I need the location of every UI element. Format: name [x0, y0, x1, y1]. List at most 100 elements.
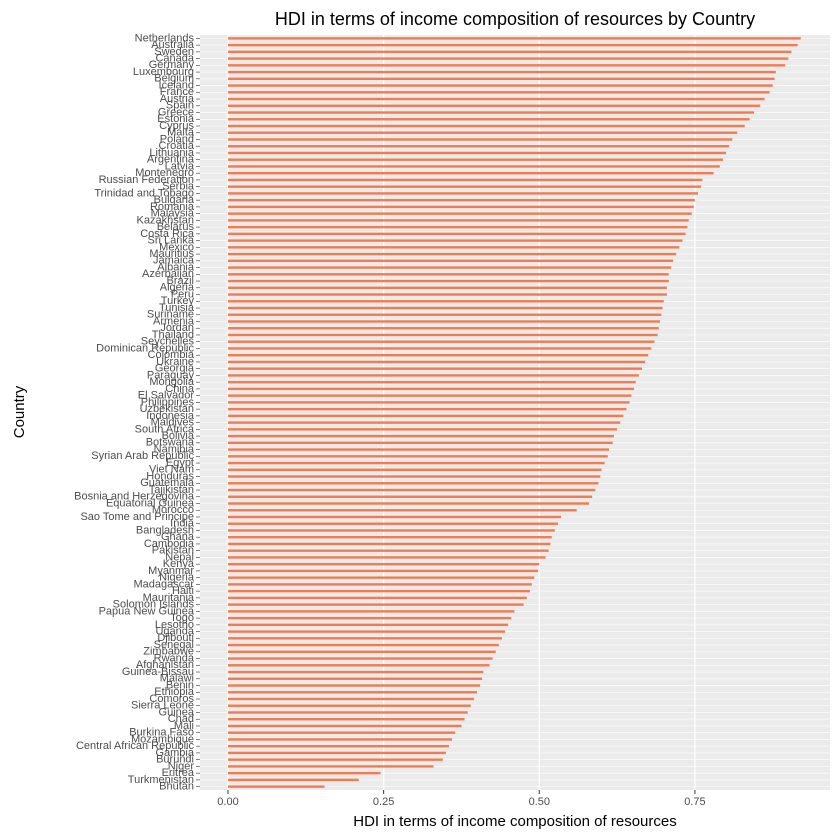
bar	[228, 394, 632, 397]
bar	[228, 124, 745, 128]
y-tick-label: Algeria	[160, 282, 195, 294]
y-tick-label: Bulgaria	[154, 194, 195, 206]
bar	[228, 118, 750, 121]
bar	[228, 333, 658, 337]
bar	[228, 293, 667, 296]
y-tick-label: Equatorial Guinea	[106, 497, 195, 509]
y-tick-label: Belgium	[154, 73, 194, 85]
bar	[228, 475, 601, 478]
y-tick-label: Sri Lanka	[148, 235, 195, 247]
y-tick-label: Croatia	[159, 140, 195, 152]
bar	[228, 650, 496, 654]
bar	[228, 522, 558, 525]
bar	[228, 77, 775, 81]
y-tick-label: Central African Republic	[76, 740, 195, 752]
y-tick-label: Benin	[166, 679, 194, 691]
y-tick-label: Australia	[151, 39, 195, 51]
bar	[228, 225, 688, 229]
y-tick-label: Russian Federation	[99, 174, 194, 186]
y-tick-label: Haiti	[172, 585, 194, 597]
bar	[228, 354, 649, 357]
bar	[228, 502, 590, 505]
x-tick-label: 0.25	[373, 796, 394, 808]
y-tick-label: Cyprus	[159, 120, 194, 132]
bar	[228, 684, 481, 687]
y-tick-label: France	[160, 86, 194, 98]
y-tick-label: Honduras	[146, 470, 194, 482]
y-tick-label: Botswana	[146, 437, 195, 449]
bar	[228, 428, 618, 431]
bar	[228, 738, 453, 741]
panel	[200, 35, 830, 790]
y-tick-label: Mali	[174, 720, 194, 732]
y-tick-label: Romania	[150, 201, 195, 213]
y-tick-label: Jordan	[160, 322, 194, 334]
bar	[228, 205, 694, 209]
bar	[228, 677, 483, 680]
y-tick-label: Burundi	[156, 754, 194, 766]
bar	[228, 306, 663, 310]
y-tick-label: Bolivia	[162, 430, 195, 442]
y-tick-label: India	[170, 518, 195, 530]
y-tick-label: Indonesia	[146, 410, 195, 422]
y-tick-label: Uganda	[155, 625, 194, 637]
y-tick-label: Ethiopia	[154, 686, 195, 698]
y-tick-label: Mexico	[159, 241, 194, 253]
bar	[228, 192, 699, 195]
y-tick-label: Colombia	[148, 349, 195, 361]
bar	[228, 718, 465, 721]
bar	[228, 603, 524, 606]
bar	[228, 724, 462, 728]
bar	[228, 616, 512, 620]
bar	[228, 461, 605, 465]
y-tick-label: South Africa	[135, 423, 195, 435]
y-tick-label: Djibouti	[157, 632, 194, 644]
y-tick-label: Lesotho	[155, 619, 194, 631]
bar	[228, 64, 786, 67]
bar	[228, 360, 646, 364]
y-tick-label: Mongolia	[149, 376, 195, 388]
bar	[228, 313, 662, 316]
y-tick-label: Jamaica	[153, 255, 195, 267]
bar	[228, 198, 695, 202]
bar	[228, 407, 627, 411]
bar	[228, 286, 667, 289]
y-tick-label: Thailand	[152, 329, 194, 341]
bar	[228, 97, 765, 101]
bar	[228, 212, 692, 215]
bar	[228, 758, 443, 761]
bar	[228, 583, 532, 586]
bar	[228, 151, 727, 155]
y-tick-label: El Salvador	[138, 390, 195, 402]
bar	[228, 455, 608, 458]
bar	[228, 171, 714, 175]
y-tick-label: Dominican Republic	[96, 342, 194, 354]
y-tick-label: Brazil	[166, 275, 194, 287]
y-axis-title: Country	[11, 385, 28, 438]
y-tick-label: Uzbekistan	[140, 403, 194, 415]
bar	[228, 266, 672, 269]
y-tick-label: Mauritius	[149, 248, 194, 260]
bar	[228, 744, 450, 748]
bar	[228, 630, 506, 633]
bar	[228, 509, 577, 512]
bar	[228, 380, 636, 384]
bar	[228, 670, 484, 674]
bar	[228, 279, 669, 283]
y-tick-label: Tajikistan	[149, 484, 194, 496]
y-tick-label: Viet Nam	[149, 464, 194, 476]
bar	[228, 84, 773, 87]
bar	[228, 367, 642, 370]
y-tick-label: Rwanda	[154, 652, 195, 664]
y-tick-label: Syrian Arab Republic	[91, 450, 194, 462]
bar	[228, 488, 596, 492]
y-tick-label: Gambia	[155, 747, 194, 759]
bar	[228, 569, 539, 573]
y-tick-label: Germany	[149, 59, 195, 71]
bar	[228, 239, 683, 242]
bar	[228, 623, 509, 627]
y-tick-label: Burkina Faso	[129, 727, 194, 739]
y-tick-label: Austria	[160, 93, 195, 105]
bar	[228, 711, 468, 714]
